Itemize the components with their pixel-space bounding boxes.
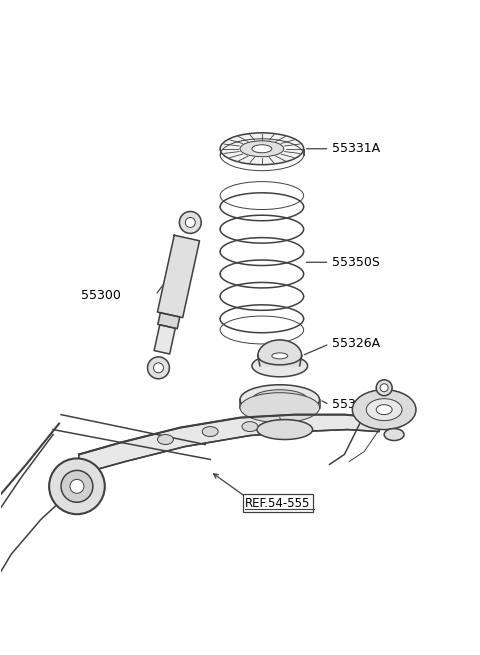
Ellipse shape: [61, 470, 93, 502]
Ellipse shape: [242, 422, 258, 432]
Ellipse shape: [157, 434, 173, 445]
Ellipse shape: [266, 395, 294, 405]
Ellipse shape: [202, 426, 218, 436]
Ellipse shape: [70, 479, 84, 493]
Polygon shape: [157, 235, 200, 318]
Polygon shape: [158, 312, 180, 329]
Ellipse shape: [252, 145, 272, 153]
Ellipse shape: [240, 393, 320, 422]
Ellipse shape: [147, 357, 169, 379]
Ellipse shape: [252, 390, 308, 409]
Ellipse shape: [220, 133, 304, 164]
Ellipse shape: [180, 212, 201, 233]
Text: 55332A: 55332A: [333, 398, 381, 411]
Ellipse shape: [185, 217, 195, 227]
Polygon shape: [154, 325, 175, 354]
Ellipse shape: [240, 384, 320, 415]
Ellipse shape: [49, 458, 105, 514]
Polygon shape: [258, 356, 301, 366]
Text: 55300: 55300: [81, 289, 121, 302]
Polygon shape: [258, 340, 301, 356]
Ellipse shape: [384, 428, 404, 441]
Polygon shape: [79, 415, 379, 474]
Ellipse shape: [240, 141, 284, 157]
Ellipse shape: [258, 347, 301, 365]
Ellipse shape: [257, 420, 312, 440]
Ellipse shape: [352, 390, 416, 430]
Ellipse shape: [252, 355, 308, 377]
Text: REF.54-555: REF.54-555: [245, 496, 311, 510]
Ellipse shape: [366, 399, 402, 421]
Ellipse shape: [376, 405, 392, 415]
Text: 55326A: 55326A: [333, 337, 381, 350]
Ellipse shape: [380, 384, 388, 392]
Ellipse shape: [376, 380, 392, 396]
Ellipse shape: [272, 353, 288, 359]
Text: 55331A: 55331A: [333, 142, 381, 155]
Text: 55350S: 55350S: [333, 256, 380, 269]
Ellipse shape: [154, 363, 164, 373]
